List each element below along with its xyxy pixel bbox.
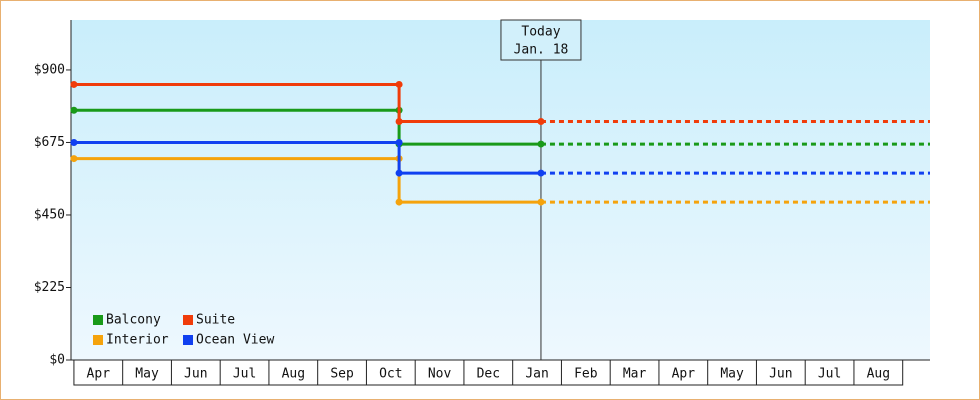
legend-swatch	[183, 335, 193, 345]
x-tick-label: Mar	[623, 367, 647, 382]
price-point	[395, 118, 403, 126]
x-tick-label: Jul	[818, 367, 841, 382]
x-tick-label: Oct	[379, 367, 402, 382]
x-tick-label: Apr	[87, 367, 111, 382]
price-point	[70, 155, 78, 163]
legend-label: Interior	[106, 333, 169, 348]
price-line	[73, 82, 541, 124]
y-tick-label: $675	[34, 135, 65, 150]
price-point	[537, 169, 545, 177]
x-tick-label: May	[720, 367, 744, 382]
price-point	[537, 118, 545, 126]
x-tick-label: Dec	[477, 367, 500, 382]
x-tick-label: Feb	[574, 367, 598, 382]
x-tick-label: Aug	[867, 367, 890, 382]
x-tick-label: Apr	[672, 367, 696, 382]
legend-label: Balcony	[106, 313, 161, 328]
x-tick-label: Nov	[428, 367, 452, 382]
legend-swatch	[93, 335, 103, 345]
price-point	[395, 80, 403, 88]
today-box	[500, 19, 582, 61]
x-tick-label: Sep	[330, 367, 354, 382]
x-tick-label: Jan	[525, 367, 548, 382]
x-tick-box	[73, 359, 904, 386]
price-line	[73, 140, 541, 175]
today-label: Jan. 18	[514, 43, 569, 58]
y-tick-label: $225	[34, 280, 65, 295]
y-tick-label: $450	[34, 207, 65, 222]
legend-label: Suite	[196, 313, 235, 328]
legend-swatch	[183, 315, 193, 325]
price-point	[70, 106, 78, 114]
price-point	[395, 198, 403, 206]
price-point	[537, 140, 545, 148]
legend-swatch	[93, 315, 103, 325]
price-point	[537, 198, 545, 206]
legend-label: Ocean View	[196, 333, 274, 348]
price-point	[70, 138, 78, 146]
y-tick-label: $900	[34, 62, 65, 77]
x-tick-label: Jun	[184, 367, 207, 382]
price-point	[395, 169, 403, 177]
plot-area	[71, 20, 930, 360]
x-tick-label: Jul	[233, 367, 256, 382]
price-point	[70, 80, 78, 88]
price-line	[73, 108, 541, 146]
y-tick-label: $0	[49, 353, 65, 368]
x-tick-label: May	[135, 367, 159, 382]
x-tick-label: Aug	[282, 367, 305, 382]
price-point	[395, 138, 403, 146]
price-line	[73, 157, 541, 204]
x-tick-label: Jun	[769, 367, 792, 382]
today-label: Today	[521, 25, 560, 40]
